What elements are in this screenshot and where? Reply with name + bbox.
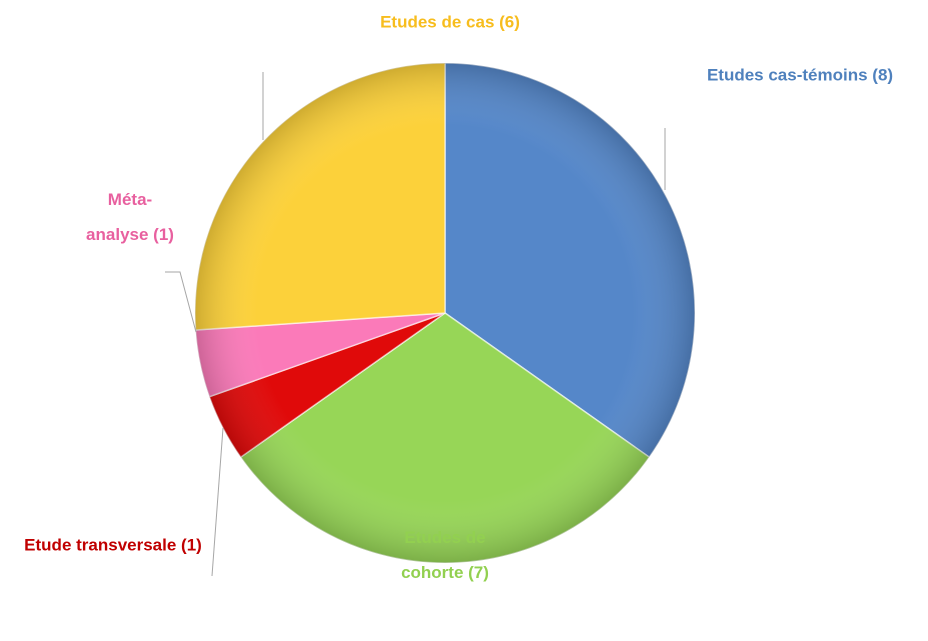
category-label: Etude transversale [24, 535, 177, 555]
pie [194, 62, 696, 564]
slice-label: Etudes de cas (6) [350, 5, 550, 40]
value-label: (1) [153, 225, 174, 244]
value-label: (7) [468, 563, 489, 582]
leader-line [165, 271, 197, 333]
category-label: Etudes de cohorte [401, 528, 486, 582]
pie-slice [194, 62, 446, 331]
category-label: Etudes de cas [380, 12, 495, 32]
category-label: Etudes cas-témoins [706, 65, 868, 85]
slice-label: Etudes de cohorte (7) [385, 520, 505, 590]
value-label: (6) [499, 12, 520, 32]
category-label: Méta-analyse [86, 190, 153, 244]
slice-label: Méta-analyse (1) [80, 182, 180, 252]
value-label: (1) [181, 535, 202, 555]
slice-label: Etudes cas-témoins (8) [670, 58, 928, 93]
slice-label: Etude transversale (1) [13, 528, 213, 563]
value-label: (8) [872, 65, 894, 85]
leader-line [211, 427, 224, 577]
